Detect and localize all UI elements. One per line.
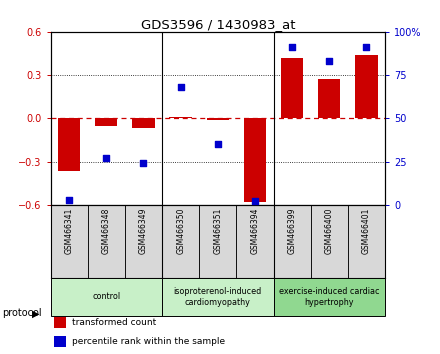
Bar <box>132 118 154 129</box>
Point <box>326 58 333 64</box>
Bar <box>318 79 341 118</box>
Bar <box>274 278 385 315</box>
Bar <box>125 205 162 278</box>
Text: ▶: ▶ <box>32 308 39 318</box>
Text: percentile rank within the sample: percentile rank within the sample <box>72 337 225 346</box>
Text: GSM466350: GSM466350 <box>176 208 185 254</box>
Bar <box>244 118 266 202</box>
Text: GSM466400: GSM466400 <box>325 208 334 254</box>
Point <box>214 142 221 147</box>
Point <box>103 155 110 161</box>
Bar <box>348 205 385 278</box>
Bar <box>274 205 311 278</box>
Bar <box>51 278 162 315</box>
Bar <box>199 205 236 278</box>
Point <box>177 84 184 90</box>
Bar <box>162 278 274 315</box>
Bar <box>355 55 378 118</box>
Bar <box>281 58 303 118</box>
Bar <box>207 118 229 120</box>
Text: isoproterenol-induced
cardiomyopathy: isoproterenol-induced cardiomyopathy <box>174 287 262 307</box>
Bar <box>162 205 199 278</box>
Point <box>251 199 258 204</box>
Bar <box>95 118 117 126</box>
Text: protocol: protocol <box>2 308 42 318</box>
Bar <box>51 205 88 278</box>
Text: GSM466341: GSM466341 <box>65 208 73 254</box>
Text: control: control <box>92 292 121 302</box>
Title: GDS3596 / 1430983_at: GDS3596 / 1430983_at <box>140 18 295 31</box>
Bar <box>54 317 66 328</box>
Bar <box>88 205 125 278</box>
Point <box>66 197 73 202</box>
Bar <box>236 205 274 278</box>
Text: GSM466401: GSM466401 <box>362 208 371 254</box>
Bar <box>169 117 192 118</box>
Point <box>289 45 296 50</box>
Bar <box>311 205 348 278</box>
Text: exercise-induced cardiac
hypertrophy: exercise-induced cardiac hypertrophy <box>279 287 380 307</box>
Text: GSM466399: GSM466399 <box>288 208 297 254</box>
Text: GSM466351: GSM466351 <box>213 208 222 254</box>
Text: GSM466394: GSM466394 <box>250 208 260 254</box>
Text: transformed count: transformed count <box>72 318 157 327</box>
Point <box>140 160 147 166</box>
Bar <box>54 336 66 347</box>
Point <box>363 45 370 50</box>
Text: GSM466348: GSM466348 <box>102 208 111 254</box>
Bar <box>58 118 81 171</box>
Text: GSM466349: GSM466349 <box>139 208 148 254</box>
